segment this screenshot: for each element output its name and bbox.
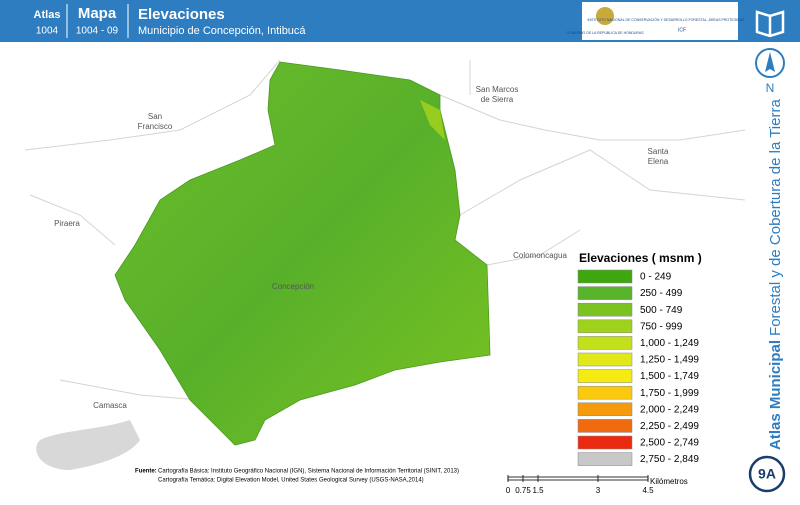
legend-label: 1,000 - 1,249 (640, 338, 699, 349)
road (486, 229, 581, 266)
place-label: San Francisco (138, 112, 173, 131)
source-label: Fuente: (135, 469, 157, 475)
legend-label: 2,250 - 2,499 (640, 421, 699, 432)
north-arrow (765, 52, 775, 72)
sheet: 9A (758, 466, 776, 482)
place-label-line: San Marcos (476, 85, 519, 94)
scale-tick-label: 3 (596, 486, 601, 495)
road (459, 149, 746, 216)
subtitle: Municipio de Concepción, Intibucá (138, 25, 306, 37)
legend-swatch (577, 435, 633, 450)
source-line: Cartografía Básica: Instituto Geográfico… (158, 469, 459, 475)
highland (420, 100, 445, 140)
legend-label: 1,500 - 1,749 (640, 371, 699, 382)
place-label-line: de Sierra (481, 95, 514, 104)
sidebar-title: Atlas Municipal Forestal y de Cobertura d… (767, 99, 784, 450)
road (59, 379, 201, 401)
sidebar-bold: Atlas Municipal (767, 340, 784, 450)
north-circle (755, 48, 785, 78)
north-label: N (766, 81, 775, 95)
scale-unit: Kilómetros (650, 477, 688, 486)
legend-swatch (577, 302, 633, 317)
place-label: Camasca (93, 401, 127, 410)
logo-abbr: ICF (678, 27, 686, 33)
place-label: San Marcos de Sierra (476, 85, 519, 104)
legend-label: 1,750 - 1,999 (640, 388, 699, 399)
place-label: Concepción (272, 282, 314, 291)
scale-bar: 0 0.75 1.5 3 4.5 (506, 475, 654, 495)
logo-right: INSTITUTO NACIONAL DE CONSERVACIÓN Y DES… (587, 17, 777, 22)
legend-label: 2,750 - 2,849 (640, 454, 699, 465)
road (24, 59, 281, 151)
legend-swatch (577, 336, 633, 350)
scale-tick-label: 0.75 (515, 486, 531, 495)
legend-swatch (577, 269, 633, 284)
legend-title: Elevaciones ( msnm ) (579, 251, 702, 265)
map-label: Mapa (78, 5, 117, 22)
scale-tick-label: 4.5 (642, 486, 654, 495)
legend-swatch (577, 352, 633, 367)
legend: 0 - 249 250 - 499 500 - 749 750 - 999 1,000 … (577, 269, 699, 466)
road (29, 194, 116, 246)
place-label-line: Elena (648, 157, 669, 166)
legend-swatch (577, 419, 633, 433)
map-number: 1004 - 09 (76, 26, 119, 37)
legend-swatch (577, 319, 633, 334)
legend-label: 250 - 499 (640, 288, 683, 299)
place-label: Santa Elena (648, 147, 669, 166)
book-icon (755, 10, 785, 38)
place-label: Colomoncagua (513, 251, 567, 260)
legend-label: 0 - 249 (640, 272, 672, 283)
atlas-number: 1004 (36, 26, 59, 37)
place-label-line: San (148, 112, 162, 121)
sidebar-rest: Forestal y de Cobertura de la Tierra (767, 99, 784, 336)
legend-label: 750 - 999 (640, 321, 683, 332)
place-label-line: Santa (648, 147, 669, 156)
atlas-label: Atlas (34, 9, 61, 21)
place-label: Piraera (54, 219, 80, 228)
legend-swatch (577, 385, 633, 400)
place-labels: San Francisco San Marcos de Sierra Santa Elen… (54, 85, 669, 410)
legend-label: 1,250 - 1,499 (640, 355, 699, 366)
legend-swatch (577, 286, 633, 300)
sheet-circle (748, 455, 786, 493)
logo-left: GOBIERNO DE LA REPÚBLICA DE HONDURAS (566, 31, 644, 35)
legend-swatch (577, 369, 633, 383)
roads (24, 59, 746, 401)
road (439, 94, 746, 141)
legend-swatch (577, 402, 633, 417)
source-line: Cartografía Temática: Digital Elevation … (158, 478, 424, 484)
legend-label: 2,500 - 2,749 (640, 438, 699, 449)
logo-emblem (596, 7, 614, 25)
legend-swatch (577, 452, 633, 466)
legend-label: 500 - 749 (640, 305, 683, 316)
title: Elevaciones (138, 6, 225, 23)
scale-tick-label: 1.5 (532, 486, 544, 495)
legend-label: 2,000 - 2,249 (640, 404, 699, 415)
place-label-line: Francisco (138, 122, 173, 131)
country-inset (36, 420, 140, 470)
scale-tick-label: 0 (506, 486, 511, 495)
municipality (114, 61, 491, 446)
